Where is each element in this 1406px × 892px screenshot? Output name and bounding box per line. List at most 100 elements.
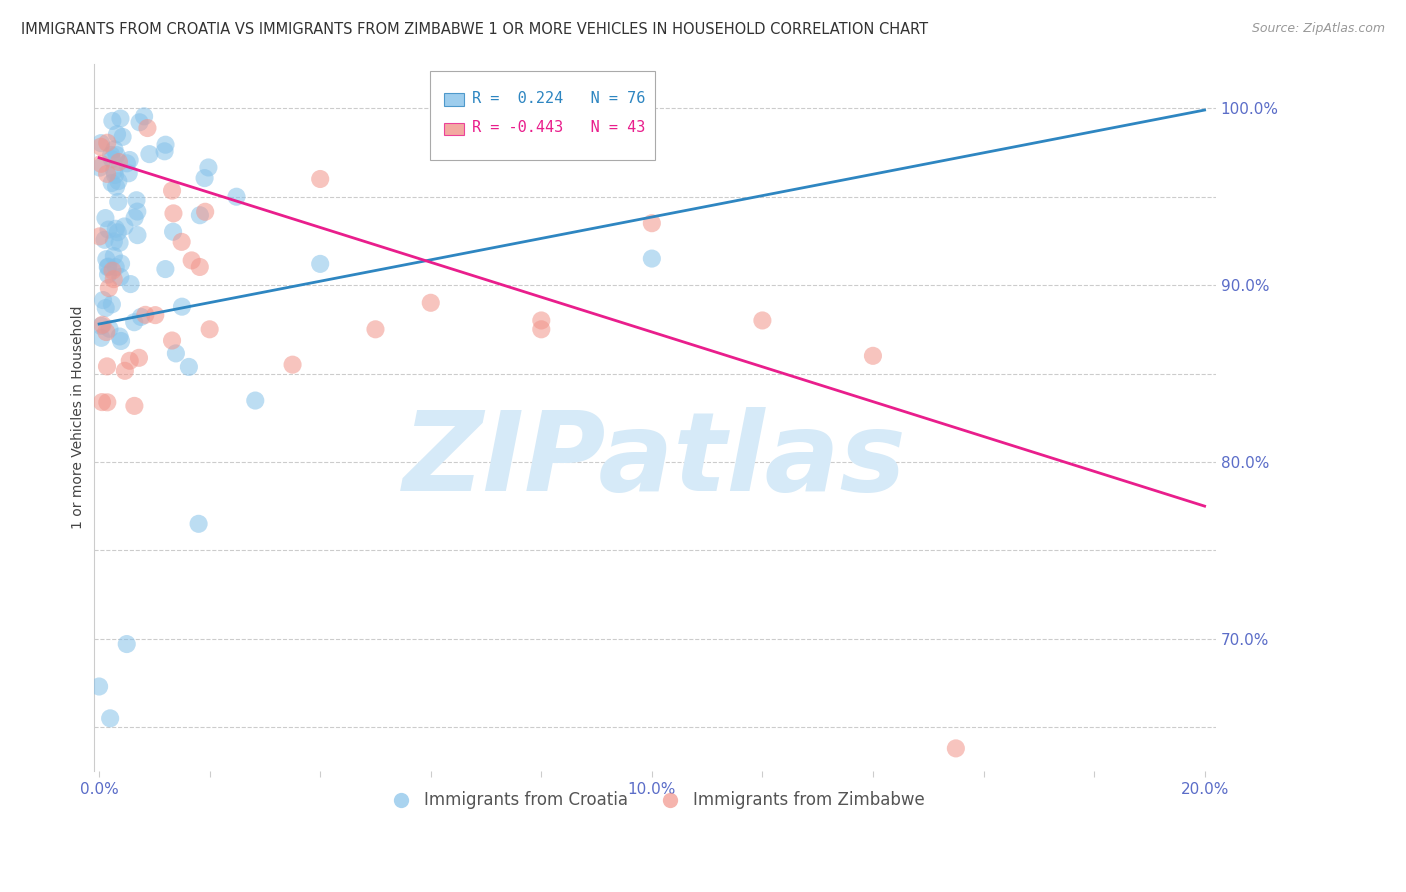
Point: [136, 121, 159, 136]
Point: [90, 157, 112, 171]
Point: [87, 680, 110, 694]
Point: [153, 145, 176, 159]
Point: [124, 399, 146, 413]
Point: [170, 300, 193, 314]
Point: [108, 329, 131, 343]
Point: [103, 272, 125, 286]
Point: [641, 252, 664, 266]
FancyBboxPatch shape: [430, 71, 655, 160]
Point: [188, 260, 211, 274]
Point: [124, 211, 146, 225]
Point: [128, 115, 150, 129]
Point: [104, 260, 127, 275]
Point: [170, 235, 193, 249]
Point: [134, 308, 156, 322]
Point: [96, 395, 118, 409]
Point: [110, 112, 132, 126]
Point: [96, 136, 118, 150]
Point: [180, 253, 202, 268]
Point: [160, 184, 183, 198]
Point: [118, 153, 141, 167]
Point: [101, 153, 124, 167]
Point: [98, 322, 121, 336]
Point: [107, 174, 129, 188]
Point: [108, 235, 131, 250]
Point: [96, 252, 118, 267]
Point: [97, 268, 120, 282]
Point: [90, 318, 112, 333]
Point: [105, 148, 128, 162]
Point: [101, 263, 124, 277]
Point: [281, 358, 304, 372]
Point: [165, 346, 187, 360]
Point: [94, 301, 117, 315]
Point: [125, 193, 148, 207]
Point: [127, 204, 149, 219]
Point: [160, 334, 183, 348]
Text: Source: ZipAtlas.com: Source: ZipAtlas.com: [1251, 22, 1385, 36]
Point: [641, 216, 664, 230]
Point: [90, 331, 112, 345]
Y-axis label: 1 or more Vehicles in Household: 1 or more Vehicles in Household: [72, 306, 86, 530]
Point: [188, 208, 211, 222]
Point: [103, 163, 125, 178]
Point: [101, 114, 124, 128]
Point: [309, 257, 332, 271]
FancyBboxPatch shape: [444, 123, 464, 136]
Point: [107, 225, 129, 239]
Text: IMMIGRANTS FROM CROATIA VS IMMIGRANTS FROM ZIMBABWE 1 OR MORE VEHICLES IN HOUSEH: IMMIGRANTS FROM CROATIA VS IMMIGRANTS FR…: [21, 22, 928, 37]
Point: [115, 156, 138, 170]
Point: [91, 395, 114, 409]
Point: [225, 190, 247, 204]
Point: [111, 129, 134, 144]
Point: [530, 313, 553, 327]
Legend: Immigrants from Croatia, Immigrants from Zimbabwe: Immigrants from Croatia, Immigrants from…: [378, 785, 932, 816]
Point: [155, 262, 177, 277]
Point: [97, 260, 120, 274]
Text: R = -0.443   N = 43: R = -0.443 N = 43: [472, 120, 645, 136]
Point: [193, 171, 215, 186]
Point: [177, 359, 200, 374]
Point: [132, 109, 155, 123]
Point: [110, 334, 132, 348]
Point: [114, 219, 136, 234]
Point: [103, 249, 125, 263]
Point: [100, 176, 122, 190]
Text: ZIPatlas: ZIPatlas: [402, 407, 907, 514]
Text: R =  0.224   N = 76: R = 0.224 N = 76: [472, 90, 645, 105]
Point: [128, 351, 150, 365]
Point: [110, 256, 132, 270]
Point: [129, 310, 152, 324]
Point: [100, 148, 122, 162]
Point: [364, 322, 387, 336]
Point: [115, 637, 138, 651]
Point: [96, 359, 118, 374]
Point: [105, 179, 128, 194]
Point: [93, 233, 115, 247]
Point: [194, 204, 217, 219]
Point: [110, 270, 132, 285]
Point: [530, 322, 553, 336]
Point: [103, 142, 125, 156]
Point: [90, 139, 112, 153]
Point: [97, 260, 120, 274]
Point: [945, 741, 967, 756]
Point: [107, 194, 129, 209]
Point: [127, 228, 149, 243]
Point: [198, 322, 221, 336]
Point: [155, 137, 177, 152]
Point: [89, 161, 111, 175]
Point: [751, 313, 773, 327]
Point: [98, 711, 121, 725]
Point: [138, 147, 160, 161]
Point: [162, 225, 184, 239]
Point: [108, 155, 131, 169]
Point: [245, 393, 267, 408]
Point: [143, 308, 166, 322]
FancyBboxPatch shape: [444, 93, 464, 106]
Point: [122, 315, 145, 329]
Point: [91, 318, 114, 332]
Point: [197, 161, 219, 175]
Point: [104, 168, 127, 182]
Point: [103, 235, 125, 249]
